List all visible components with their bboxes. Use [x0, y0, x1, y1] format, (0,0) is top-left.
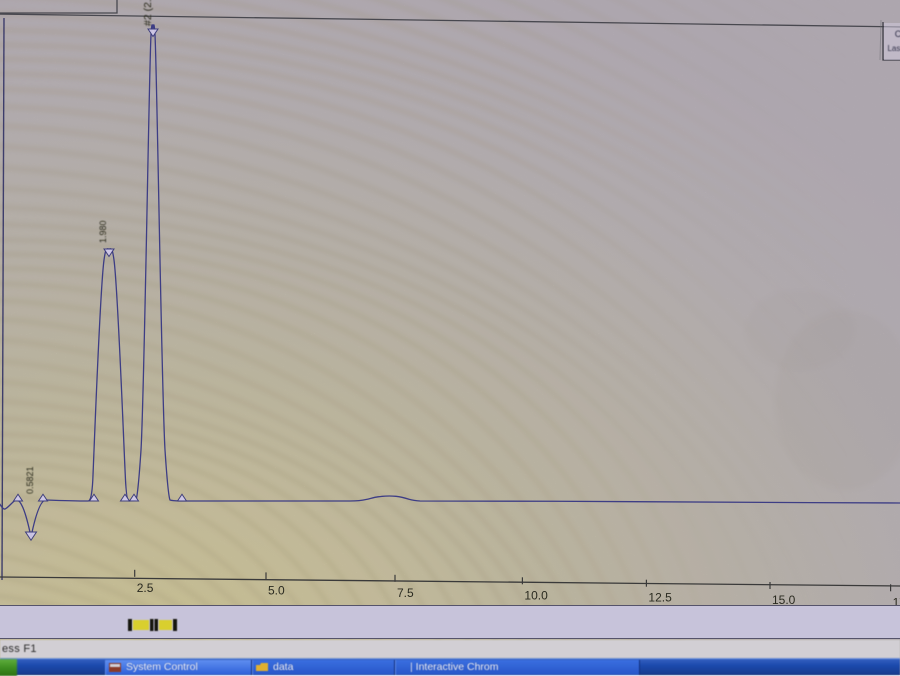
svg-text:Last: Last — [887, 44, 900, 53]
svg-text:5.0: 5.0 — [268, 583, 285, 597]
svg-text:C: C — [895, 29, 900, 39]
svg-text:0.5821: 0.5821 — [25, 466, 35, 494]
svg-text:10.0: 10.0 — [524, 588, 548, 602]
svg-text:#2 (2.742): #2 (2.742) — [142, 0, 154, 26]
svg-text:12.5: 12.5 — [648, 591, 672, 605]
svg-text:2.5: 2.5 — [137, 581, 154, 595]
svg-text:1.980: 1.980 — [98, 220, 108, 243]
svg-text:7.5: 7.5 — [397, 586, 414, 600]
